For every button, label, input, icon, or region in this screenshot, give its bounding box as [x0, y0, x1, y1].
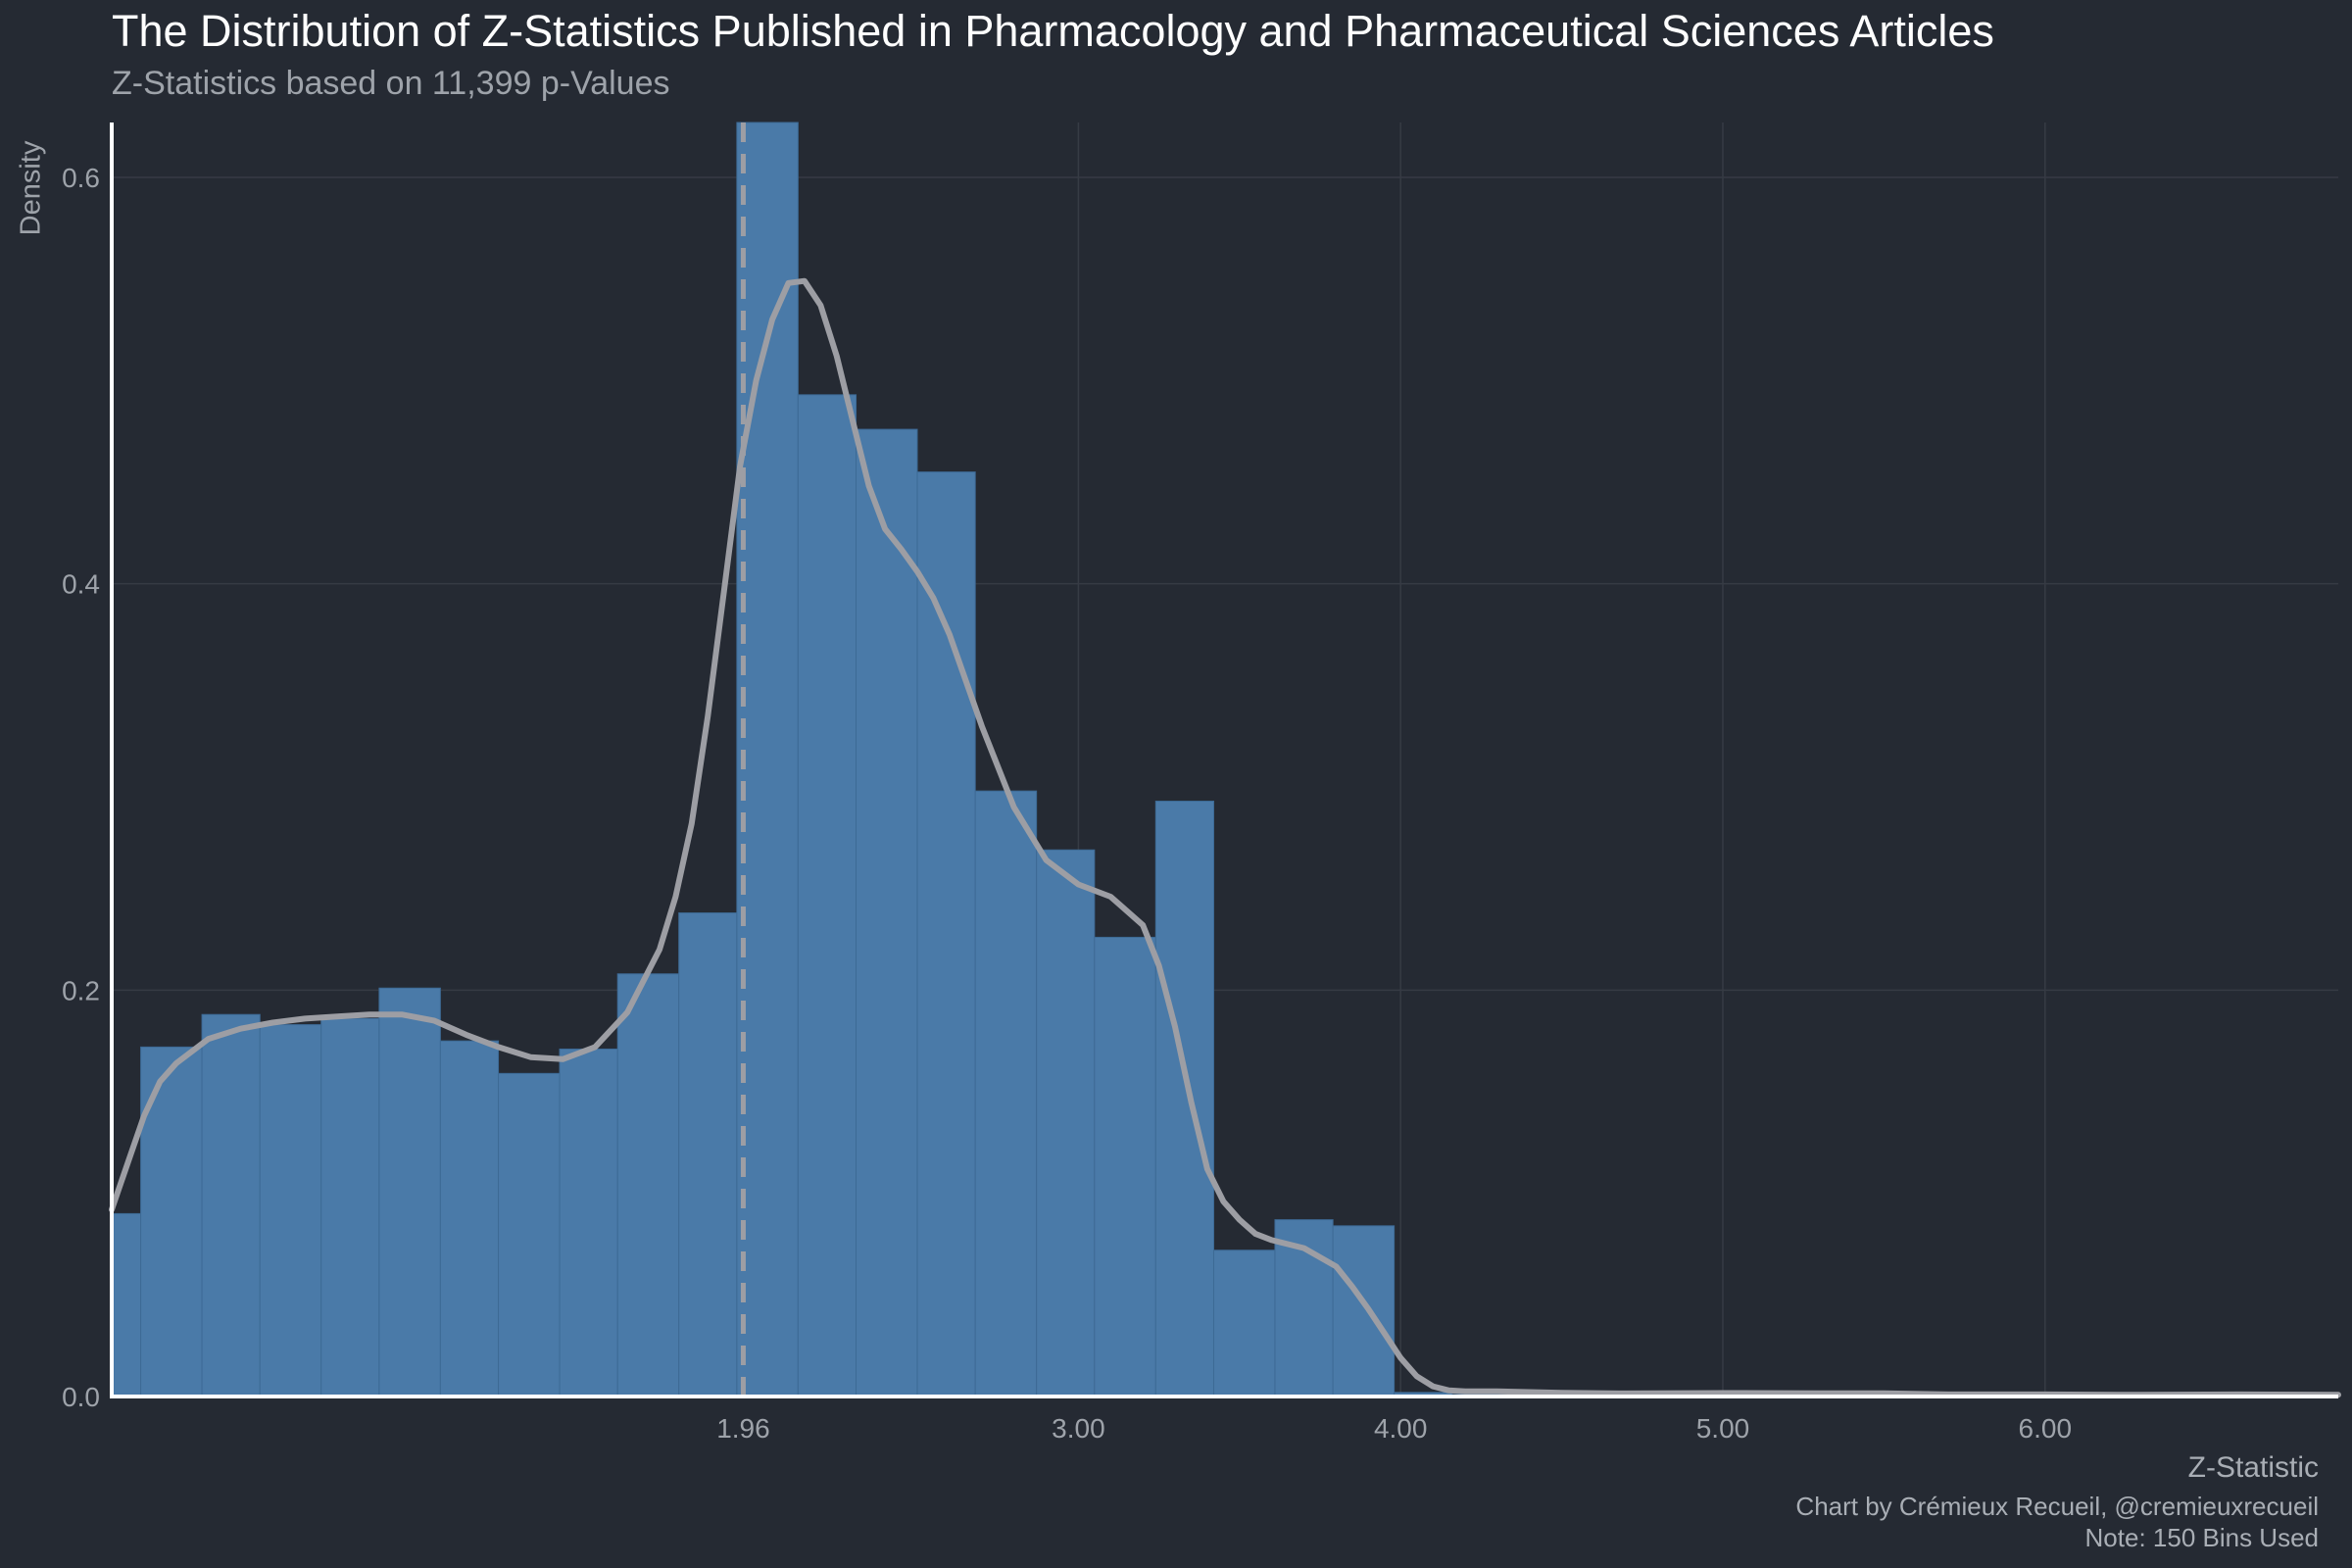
- y-tick-label: 0.2: [62, 975, 100, 1005]
- histogram-bar: [439, 1040, 500, 1397]
- histogram-bar: [616, 973, 680, 1397]
- x-tick-label: 3.00: [1052, 1413, 1105, 1444]
- chart-title: The Distribution of Z-Statistics Publish…: [112, 6, 1994, 56]
- histogram-bar: [736, 122, 799, 1397]
- y-tick-label: 0.0: [62, 1382, 100, 1412]
- x-tick-label: 6.00: [2019, 1413, 2073, 1444]
- histogram-bar: [678, 912, 738, 1397]
- histogram-bar: [1332, 1225, 1396, 1397]
- histogram-bar: [259, 1024, 322, 1397]
- histogram-bar: [974, 790, 1038, 1397]
- x-axis-label: Z-Statistic: [2187, 1451, 2319, 1484]
- density-curve: [109, 277, 2341, 1398]
- histogram-bar: [1212, 1250, 1276, 1397]
- histogram-bar: [916, 471, 976, 1397]
- chart-note: Note: 150 Bins Used: [2084, 1523, 2319, 1552]
- density-curve-group: [109, 277, 2341, 1398]
- histogram-bar: [1094, 936, 1156, 1397]
- histogram-bar: [856, 428, 918, 1397]
- y-tick-label: 0.6: [62, 163, 100, 193]
- x-tick-label: 5.00: [1696, 1413, 1750, 1444]
- tick-labels: 0.0 0.2 0.4 0.6 1.96 3.00 4.00 5.00 6.00: [62, 163, 2072, 1444]
- histogram-bar: [320, 1017, 380, 1397]
- histogram-bars: [111, 122, 1514, 1397]
- chart-credit: Chart by Crémieux Recueil, @cremieuxrecu…: [1795, 1492, 2319, 1521]
- x-tick-label: 1.96: [716, 1413, 770, 1444]
- histogram-bar: [111, 1212, 142, 1397]
- chart-subtitle: Z-Statistics based on 11,399 p-Values: [112, 65, 670, 102]
- axes: [110, 122, 2338, 1398]
- histogram-bar: [1036, 849, 1096, 1397]
- histogram-bar: [378, 987, 441, 1397]
- histogram-bar: [797, 394, 858, 1397]
- histogram-bar: [498, 1072, 561, 1397]
- y-tick-label: 0.4: [62, 569, 100, 600]
- histogram-bar: [1154, 801, 1214, 1397]
- histogram-bar: [201, 1013, 261, 1397]
- x-tick-label: 4.00: [1374, 1413, 1428, 1444]
- histogram-bar: [559, 1048, 618, 1397]
